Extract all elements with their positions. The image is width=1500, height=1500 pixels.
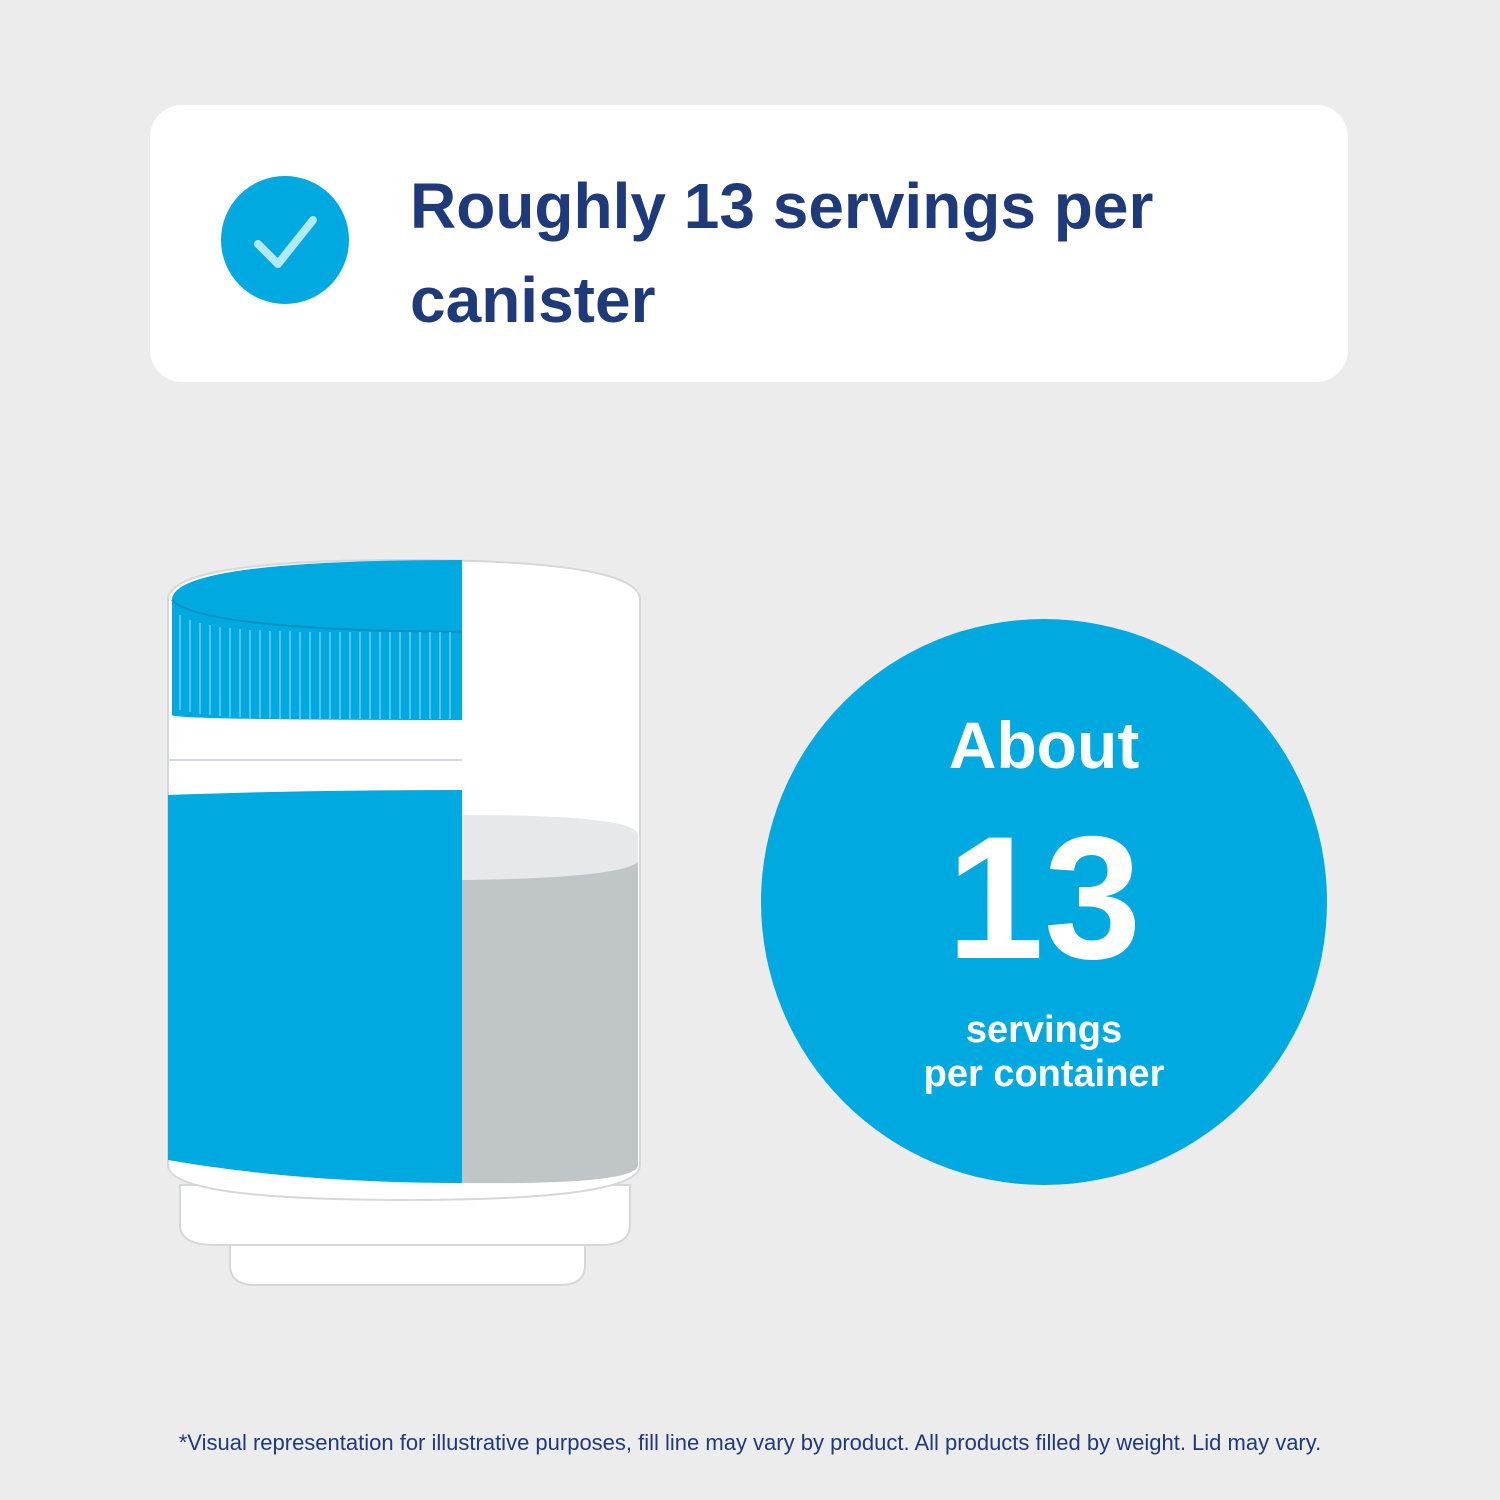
canister	[167, 558, 641, 1286]
header-card	[150, 105, 1348, 382]
canister-lid	[172, 560, 462, 720]
badge-circle	[761, 619, 1327, 1185]
lid-ribbing	[179, 615, 451, 719]
canister-foot	[179, 1184, 631, 1246]
badge-number: 13	[947, 801, 1142, 996]
canister-label	[168, 790, 462, 1183]
check-mark	[254, 216, 317, 268]
lid-edge	[171, 599, 463, 633]
badge-caption: servings	[966, 1009, 1122, 1051]
powder-fill	[462, 862, 638, 1184]
check-icon	[221, 176, 349, 304]
badge-caption: per container	[924, 1053, 1165, 1095]
badge-lead: About	[949, 708, 1140, 782]
header-title-line: canister	[410, 264, 655, 336]
header-title-line: Roughly 13 servings per	[410, 170, 1153, 242]
footnote: *Visual representation for illustrative …	[179, 1430, 1322, 1455]
